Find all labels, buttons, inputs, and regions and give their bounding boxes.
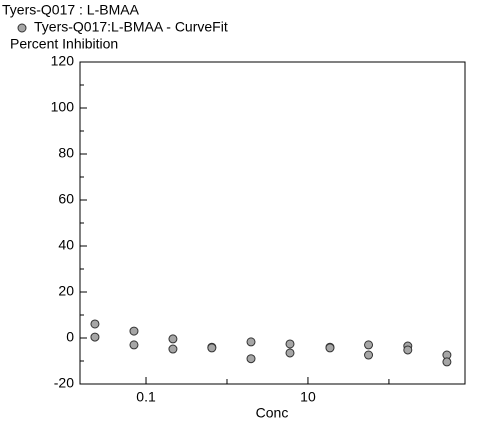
plot-frame bbox=[79, 61, 466, 385]
data-point bbox=[129, 340, 139, 350]
data-point bbox=[90, 319, 100, 329]
data-point bbox=[285, 339, 295, 349]
legend-label: Tyers-Q017:L-BMAA - CurveFit bbox=[34, 19, 228, 35]
data-point bbox=[168, 334, 178, 344]
x-axis-label: Conc bbox=[256, 405, 289, 421]
data-point bbox=[364, 340, 374, 350]
y-tick-label: 40 bbox=[58, 237, 74, 253]
x-tick-label: 0.1 bbox=[136, 389, 156, 405]
data-point bbox=[364, 350, 374, 360]
y-tick-label: -20 bbox=[54, 375, 74, 391]
chart-title: Tyers-Q017 : L-BMAA bbox=[2, 2, 140, 18]
y-tick-label: 100 bbox=[51, 99, 75, 115]
data-point bbox=[90, 332, 100, 342]
y-tick-label: 60 bbox=[58, 191, 74, 207]
data-point bbox=[207, 343, 217, 353]
legend-marker bbox=[17, 23, 27, 33]
data-point bbox=[168, 344, 178, 354]
y-tick-label: 80 bbox=[58, 145, 74, 161]
data-point bbox=[129, 326, 139, 336]
data-point bbox=[442, 357, 452, 367]
data-point bbox=[325, 343, 335, 353]
y-axis-label: Percent Inhibition bbox=[10, 36, 118, 52]
data-point bbox=[285, 348, 295, 358]
y-tick-label: 20 bbox=[58, 283, 74, 299]
data-point bbox=[246, 354, 256, 364]
y-tick-label: 120 bbox=[51, 53, 75, 69]
data-point bbox=[246, 337, 256, 347]
data-point bbox=[403, 345, 413, 355]
x-tick-label: 10 bbox=[300, 389, 316, 405]
y-tick-label: 0 bbox=[66, 329, 74, 345]
